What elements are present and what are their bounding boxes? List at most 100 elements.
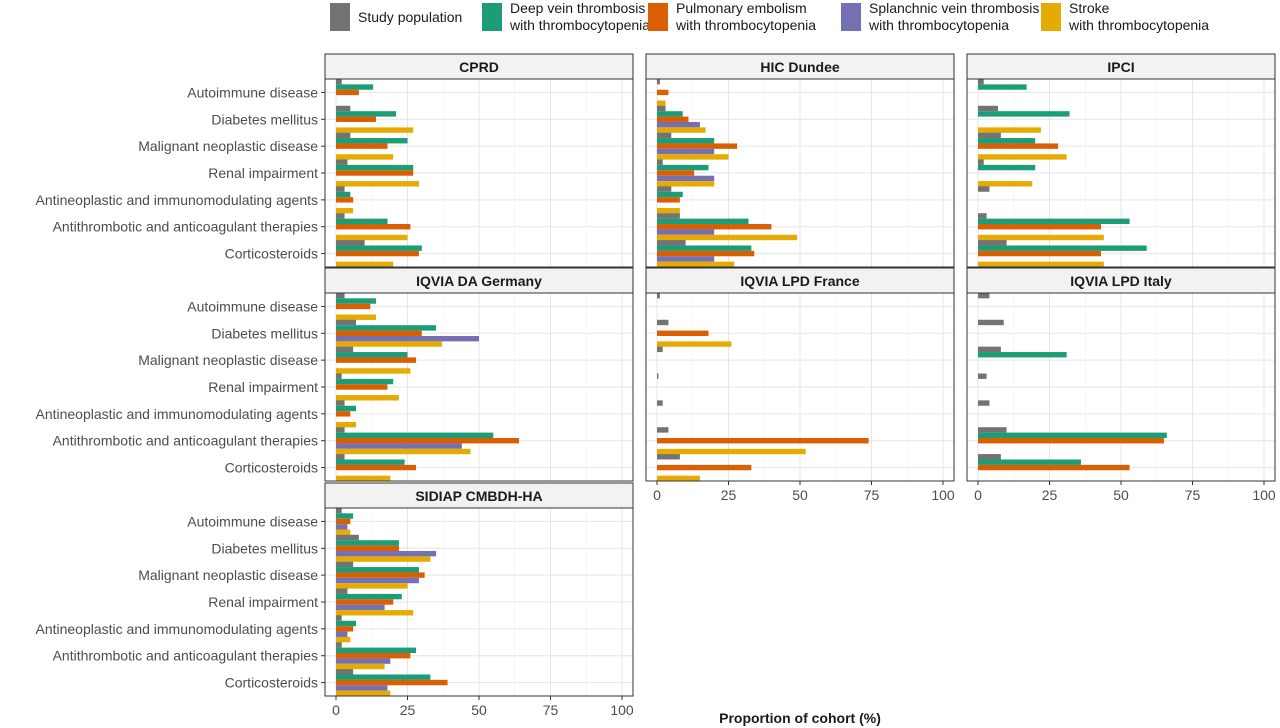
- bar-1-0-0: [657, 78, 660, 85]
- panel-2: IPCI: [966, 53, 1276, 268]
- bar-0-6-4: [336, 261, 394, 268]
- x-tick-label: 75: [864, 487, 880, 503]
- y-tick-label: Malignant neoplastic disease: [138, 567, 318, 583]
- panel-title: IPCI: [1107, 59, 1134, 75]
- legend-label-3: Splanchnic vein thrombosis with thrombocy…: [868, 0, 1039, 33]
- legend-key-1: [482, 3, 502, 31]
- bar-0-3-0: [336, 159, 348, 165]
- bar-4-2-0: [657, 346, 663, 353]
- bar-2-2-1: [978, 138, 1036, 144]
- bar-6-2-0: [336, 561, 354, 568]
- bar-0-6-2: [336, 250, 419, 257]
- panel-3: IQVIA DA Germany Autoimmune disease Diabet…: [35, 267, 634, 482]
- bar-6-0-3: [336, 524, 348, 530]
- bar-6-5-0: [336, 642, 342, 648]
- bar-1-6-1: [657, 245, 752, 251]
- y-tick-label: Antineoplastic and immunomodulating agen…: [35, 192, 318, 208]
- bar-2-0-1: [978, 84, 1027, 90]
- panel-6: SIDIAP CMBDH-HA Autoimmune disease Diabete…: [35, 482, 634, 718]
- bar-0-3-2: [336, 170, 414, 176]
- bar-3-6-4: [336, 475, 391, 482]
- legend-key-4: [1041, 3, 1061, 31]
- bar-2-0-0: [978, 78, 984, 85]
- bar-3-3-1: [336, 378, 394, 385]
- bar-2-2-2: [978, 143, 1059, 149]
- x-tick-label: 0: [974, 487, 982, 503]
- bar-0-6-0: [336, 240, 365, 246]
- bar-0-5-0: [336, 213, 345, 219]
- bar-6-5-1: [336, 647, 417, 654]
- bar-2-3-0: [978, 159, 984, 165]
- panel-strip: [324, 53, 634, 80]
- bar-3-4-4: [336, 421, 357, 428]
- bar-5-5-0: [978, 427, 1007, 433]
- bar-5-3-0: [978, 373, 987, 379]
- bar-6-4-3: [336, 631, 348, 637]
- bar-0-1-4: [336, 127, 414, 133]
- bar-3-4-2: [336, 411, 351, 417]
- panel-title: SIDIAP CMBDH-HA: [415, 488, 542, 504]
- bar-1-0-4: [657, 100, 666, 106]
- bar-4-3-0: [657, 373, 659, 379]
- bar-2-5-0: [978, 213, 987, 219]
- bar-1-2-2: [657, 143, 738, 149]
- x-tick-label: 50: [792, 487, 808, 503]
- bar-1-1-4: [657, 127, 706, 133]
- bar-6-3-3: [336, 604, 385, 611]
- bar-0-3-1: [336, 164, 414, 171]
- panel-title: CPRD: [459, 59, 499, 75]
- bar-2-4-0: [978, 186, 990, 192]
- x-tick-label: 75: [543, 702, 559, 718]
- bar-4-0-0: [657, 292, 660, 299]
- panel-title: HIC Dundee: [760, 59, 840, 75]
- legend-label-2: Pulmonary embolism with thrombocytopenia: [675, 0, 816, 33]
- bar-3-2-2: [336, 357, 417, 363]
- bar-1-2-0: [657, 132, 672, 139]
- y-tick-label: Malignant neoplastic disease: [138, 352, 318, 368]
- bar-6-0-1: [336, 513, 354, 519]
- bar-0-5-1: [336, 218, 388, 225]
- bar-2-5-2: [978, 224, 1101, 230]
- bar-2-6-0: [978, 240, 1007, 246]
- bar-1-4-2: [657, 197, 680, 203]
- legend-label-4: Stroke with thrombocytopenia: [1068, 0, 1209, 33]
- bar-5-6-2: [978, 464, 1130, 471]
- panel-0: CPRD Autoimmune disease Diabetes mellitus M…: [35, 53, 634, 268]
- y-tick-label: Corticosteroids: [225, 246, 318, 262]
- bar-0-1-0: [336, 105, 351, 112]
- bar-2-5-1: [978, 218, 1130, 225]
- bar-3-1-0: [336, 319, 357, 326]
- panel-strip: [324, 267, 634, 294]
- panels: CPRD Autoimmune disease Diabetes mellitus M…: [35, 53, 1276, 718]
- bar-2-2-4: [978, 154, 1067, 160]
- bar-6-1-4: [336, 556, 431, 562]
- bar-3-1-4: [336, 341, 442, 347]
- bar-3-1-3: [336, 335, 479, 342]
- bar-2-1-0: [978, 105, 999, 112]
- bar-2-5-4: [978, 234, 1104, 241]
- bar-6-4-0: [336, 615, 342, 621]
- panel-strip: [966, 53, 1276, 80]
- bar-0-2-0: [336, 132, 351, 139]
- bar-6-6-1: [336, 674, 431, 680]
- bar-0-0-0: [336, 78, 342, 85]
- y-tick-label: Diabetes mellitus: [211, 540, 318, 556]
- bar-3-1-1: [336, 325, 437, 331]
- y-tick-label: Antineoplastic and immunomodulating agen…: [35, 621, 318, 637]
- bar-6-0-0: [336, 507, 342, 514]
- bar-6-2-3: [336, 577, 419, 584]
- panel-5: IQVIA LPD Italy 0 25 50 75 100: [966, 267, 1276, 503]
- bar-2-1-1: [978, 111, 1070, 117]
- bar-4-1-0: [657, 319, 669, 326]
- bar-3-0-1: [336, 298, 377, 304]
- y-tick-label: Antithrombotic and anticoagulant therapi…: [53, 219, 318, 235]
- bar-1-3-4: [657, 181, 715, 187]
- bar-5-4-0: [978, 400, 990, 406]
- bar-3-3-4: [336, 395, 399, 401]
- bar-1-4-1: [657, 191, 683, 198]
- y-tick-label: Diabetes mellitus: [211, 111, 318, 127]
- bar-1-6-3: [657, 256, 715, 262]
- bar-5-0-0: [978, 292, 990, 299]
- bar-5-1-0: [978, 319, 1004, 326]
